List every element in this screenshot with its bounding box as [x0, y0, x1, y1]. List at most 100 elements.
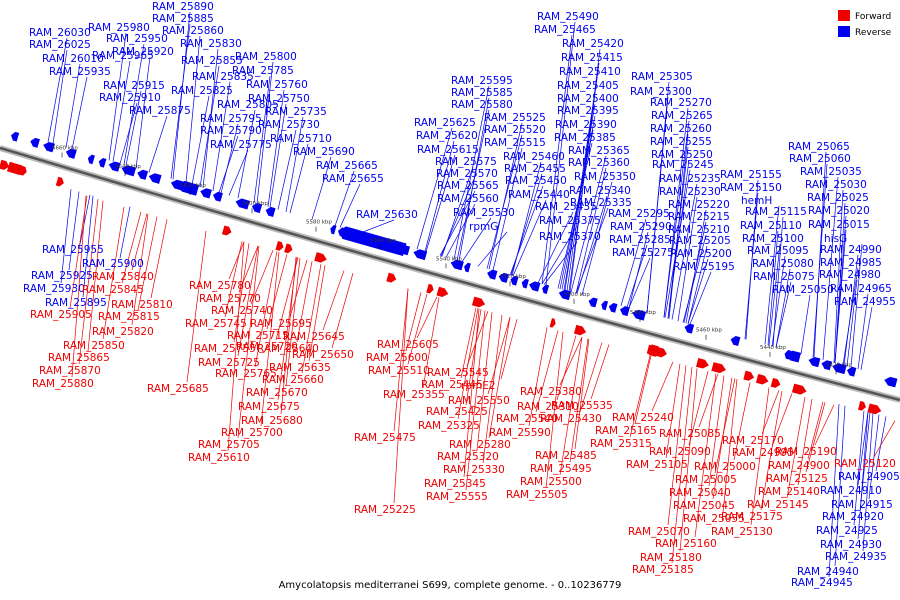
leader-line: [833, 189, 844, 363]
gene-label-reverse: RAM_25080: [752, 258, 814, 270]
gene-labels: RAM_25890RAM_25980RAM_25885RAM_25965RAM_…: [23, 1, 900, 589]
leader-line: [842, 267, 859, 366]
gene-arrow-shape: [178, 180, 200, 196]
gene-label-reverse: RAM_24910: [820, 485, 882, 497]
leader-line: [564, 90, 596, 291]
gene-label-reverse: rpmG: [469, 221, 498, 233]
kbp-ticks: 5660 kbp 5640 kbp 5620 kbp 5600 kbp 5580 kbp…: [52, 146, 852, 375]
gene-label-reverse: RAM_25665: [316, 160, 378, 172]
gene-label-forward: RAM_25700: [221, 427, 283, 439]
gene-label-reverse: RAM_25405: [557, 80, 619, 92]
gene-label-forward: RAM_25880: [32, 378, 94, 390]
leader-line: [465, 310, 486, 491]
leader-line: [862, 412, 874, 552]
leader-line: [828, 404, 840, 578]
gene-label-reverse: RAM_25615: [417, 144, 479, 156]
gene-arrow: [770, 377, 781, 388]
leader-line: [528, 327, 548, 427]
gene-label-forward: RAM_25645: [283, 331, 345, 343]
gene-label-forward: RAM_25870: [39, 365, 101, 377]
leader-line: [238, 245, 259, 293]
leader-line: [822, 176, 839, 360]
leader-line: [250, 250, 274, 305]
leader-line: [768, 243, 781, 346]
gene-arrow-shape: [695, 358, 709, 369]
gene-label-reverse: RAM_25220: [668, 199, 730, 211]
leader-line: [671, 183, 698, 320]
gene-label-reverse: RAM_25585: [451, 87, 513, 99]
gene-label-forward: RAM_25865: [48, 352, 110, 364]
gene-arrow-shape: [314, 252, 327, 263]
leader-line: [460, 307, 477, 379]
gene-label-reverse: RAM_26025: [29, 39, 91, 51]
gene-arrow-shape: [235, 198, 250, 210]
gene-arrow-shape: [11, 131, 20, 142]
gene-label-reverse: RAM_25835: [192, 71, 254, 83]
gene-label-forward: RAM_25175: [721, 511, 783, 523]
leader-line: [254, 251, 278, 368]
leader-line: [509, 185, 544, 276]
gene-arrow: [558, 289, 572, 301]
legend-reverse-label: Reverse: [855, 28, 892, 38]
leader-line: [121, 211, 142, 284]
gene-label-reverse: RAM_25065: [788, 141, 850, 153]
leader-line: [800, 294, 811, 355]
gene-label-forward: RAM_25610: [188, 452, 250, 464]
leader-line: [405, 292, 422, 352]
leader-line: [569, 338, 589, 463]
gene-label-reverse: RAM_25385: [554, 132, 616, 144]
gene-label-reverse: RAM_25710: [270, 133, 332, 145]
gene-arrow-shape: [471, 296, 486, 308]
gene-arrow-shape: [87, 154, 95, 165]
kbp-tick-label: 5420 kbp: [826, 362, 852, 368]
gene-label-reverse: RAM_25915: [103, 80, 165, 92]
gene-label-forward: RAM_25190: [775, 446, 837, 458]
gene-label-forward: RAM_25840: [92, 271, 154, 283]
leader-line: [289, 259, 308, 318]
gene-label-reverse: RAM_25155: [720, 169, 782, 181]
leader-line: [79, 194, 91, 245]
leader-line: [708, 375, 725, 487]
gene-arrow-shape: [510, 275, 519, 286]
gene-label-reverse: RAM_24930: [820, 539, 882, 551]
gene-arrow-shape: [55, 176, 64, 187]
leader-line: [761, 390, 780, 435]
gene-arrow-shape: [251, 203, 263, 214]
gene-label-reverse: RAM_24945: [791, 577, 853, 589]
gene-label-reverse: RAM_25460: [503, 151, 565, 163]
gene-arrow: [314, 252, 327, 263]
gene-label-forward: RAM_25770: [199, 293, 261, 305]
gene-label-forward: RAM_25745: [185, 318, 247, 330]
gene-label-reverse: RAM_25020: [808, 205, 870, 217]
gene-label-reverse: RAM_25025: [807, 192, 869, 204]
gene-arrow: [588, 297, 598, 308]
gene-label-reverse: RAM_25965: [92, 50, 154, 62]
gene-arrow-shape: [65, 148, 77, 159]
gene-label-reverse: RAM_25515: [484, 137, 546, 149]
gene-label-reverse: RAM_25855: [181, 55, 243, 67]
gene-arrow: [529, 281, 541, 292]
leader-line: [853, 410, 865, 526]
gene-label-reverse: RAM_25275: [612, 247, 674, 259]
leader-line: [814, 404, 835, 446]
gene-label-forward: RAM_25240: [612, 412, 674, 424]
leader-line: [581, 181, 613, 296]
gene-arrow: [786, 350, 802, 363]
leader-line: [331, 273, 354, 349]
gene-arrow: [251, 203, 263, 214]
leader-line: [393, 288, 409, 432]
leader-line: [486, 134, 523, 269]
leader-line: [535, 330, 559, 413]
gene-label-forward: RAM_25605: [377, 339, 439, 351]
gene-arrow-shape: [200, 188, 212, 199]
gene-arrow-shape: [426, 283, 434, 294]
leader-line: [663, 120, 690, 318]
gene-label-reverse: RAM_25730: [258, 119, 320, 131]
genome-backbone: [0, 145, 900, 403]
gene-label-reverse: RAM_25285: [609, 234, 671, 246]
gene-label-forward: RAM_25280: [449, 439, 511, 451]
leader-line: [285, 257, 301, 387]
gene-label-reverse: hemH: [741, 195, 772, 207]
leader-line: [812, 163, 828, 358]
leader-line: [218, 135, 239, 193]
